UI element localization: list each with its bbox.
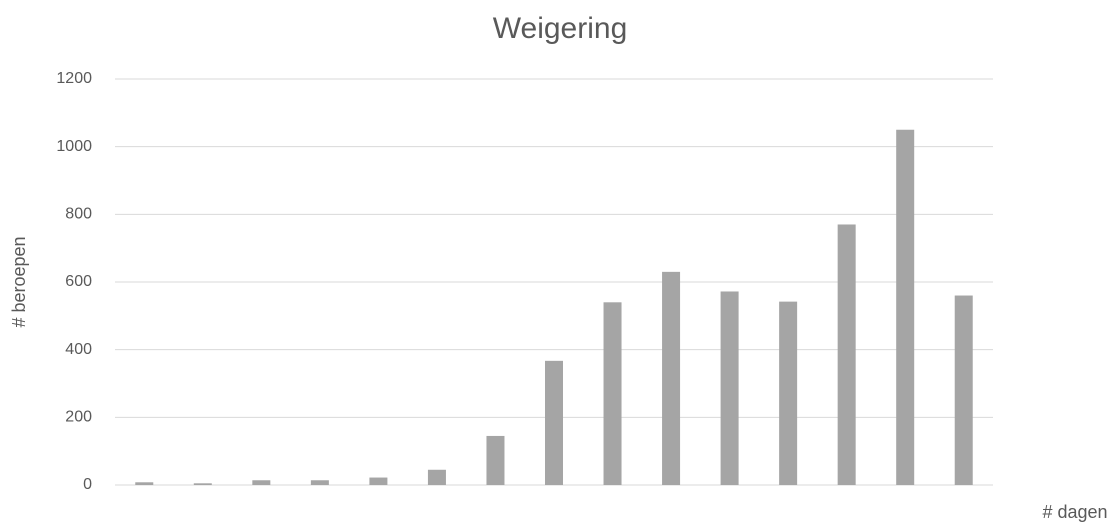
x-axis-label: # dagen bbox=[1042, 502, 1107, 522]
bar bbox=[427, 469, 446, 485]
bar bbox=[837, 224, 856, 485]
y-tick-label: 400 bbox=[65, 341, 92, 358]
y-tick-label: 800 bbox=[65, 206, 92, 223]
bar bbox=[135, 482, 154, 485]
bar bbox=[896, 129, 915, 485]
y-axis-label: # beroepen bbox=[9, 236, 29, 327]
y-tick-label: 600 bbox=[65, 273, 92, 290]
bar bbox=[662, 271, 681, 485]
bar bbox=[720, 291, 739, 485]
bar bbox=[486, 435, 505, 485]
y-tick-label: 1200 bbox=[56, 70, 92, 87]
bar bbox=[193, 483, 212, 485]
bar bbox=[545, 360, 563, 485]
bar bbox=[954, 295, 973, 485]
y-tick-label: 200 bbox=[65, 409, 92, 426]
y-tick-label: 0 bbox=[83, 476, 92, 493]
bar bbox=[369, 477, 388, 485]
bar bbox=[603, 302, 622, 485]
chart-title: Weigering bbox=[493, 12, 628, 45]
bar bbox=[310, 480, 329, 485]
bar bbox=[252, 480, 271, 485]
y-tick-label: 1000 bbox=[56, 138, 92, 155]
bar bbox=[779, 301, 798, 485]
